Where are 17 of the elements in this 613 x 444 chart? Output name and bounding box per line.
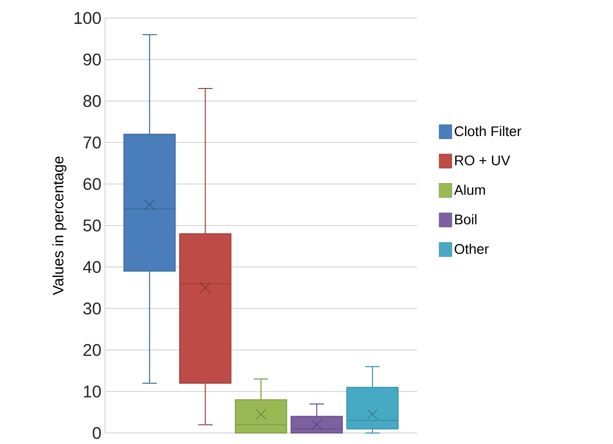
y-tick-label: 60 [84,178,101,190]
y-tick-label: 40 [83,261,101,273]
y-tick-label: 10 [84,386,101,398]
legend-label: Boil [455,214,476,224]
y-tick-label: 80 [83,95,101,107]
y-tick-label: 30 [83,302,101,314]
y-tick-label: 100 [74,12,101,24]
legend-label: Other [454,244,489,254]
y-tick-label: 0 [92,427,101,439]
y-tick-label: 90 [83,54,101,66]
legend-label: Alum [454,184,485,195]
legend-label: Cloth Filter [454,126,522,136]
legend-label: RO + UV [455,155,510,166]
y-tick-label: 20 [84,344,101,356]
y-tick-label: 70 [84,136,101,148]
y-axis-title: Values in percentage [52,156,66,296]
y-tick-label: 50 [83,220,101,232]
